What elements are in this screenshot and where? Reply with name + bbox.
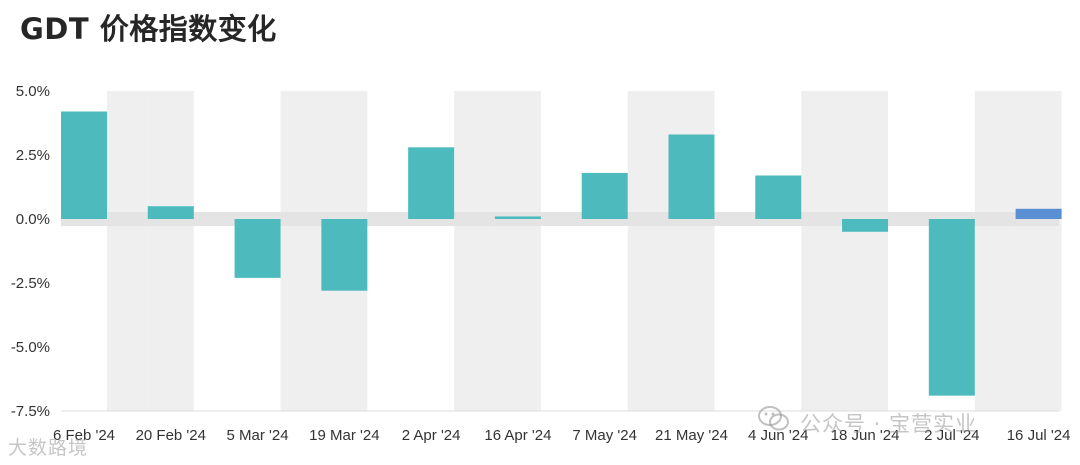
bar xyxy=(61,111,107,219)
x-tick-label: 7 May '24 xyxy=(572,427,637,444)
x-tick-label: 18 Jun '24 xyxy=(831,427,900,444)
grid-band xyxy=(107,91,148,411)
y-tick-label: -7.5% xyxy=(11,403,50,420)
grid-band xyxy=(627,91,669,411)
grid-band xyxy=(454,91,495,411)
chart-title: GDT 价格指数变化 xyxy=(20,12,277,46)
x-tick-label: 2 Apr '24 xyxy=(402,427,461,444)
grid-band xyxy=(842,91,889,411)
x-tick-label: 5 Mar '24 xyxy=(227,427,289,444)
y-tick-label: 5.0% xyxy=(16,83,50,100)
bar xyxy=(755,175,802,219)
grid-band xyxy=(801,91,843,411)
grid-band xyxy=(280,91,322,411)
x-tick-label: 16 Apr '24 xyxy=(484,427,551,444)
bar xyxy=(668,134,715,219)
bar xyxy=(321,219,368,291)
bar xyxy=(234,219,281,278)
y-tick-label: 0.0% xyxy=(16,211,50,228)
x-tick-label: 20 Feb '24 xyxy=(136,427,206,444)
watermark-text: 公众号 · 宝营实业 xyxy=(800,412,978,436)
grid-band xyxy=(494,91,541,411)
grid-band xyxy=(974,91,1016,411)
y-tick-label: -2.5% xyxy=(11,275,50,292)
x-tick-label: 2 Jul '24 xyxy=(924,427,979,444)
x-tick-label: 4 Jun '24 xyxy=(748,427,808,444)
grid-band xyxy=(147,91,194,411)
bar xyxy=(581,172,628,219)
zero-line xyxy=(61,212,1059,226)
watermark-text-left: 大数路境 xyxy=(8,437,89,459)
y-tick-label: 2.5% xyxy=(16,147,50,164)
x-tick-label: 16 Jul '24 xyxy=(1007,427,1071,444)
x-tick-label: 6 Feb '24 xyxy=(53,427,115,444)
bar xyxy=(842,219,889,232)
y-tick-label: -5.0% xyxy=(11,339,50,356)
bar xyxy=(147,206,194,219)
bar xyxy=(408,147,455,219)
bar xyxy=(928,219,975,396)
x-tick-label: 21 May '24 xyxy=(655,427,728,444)
x-tick-label: 19 Mar '24 xyxy=(309,427,379,444)
grid-band xyxy=(1015,91,1062,411)
wechat-icon xyxy=(758,406,789,431)
bar xyxy=(494,216,541,219)
bar xyxy=(1015,208,1062,219)
